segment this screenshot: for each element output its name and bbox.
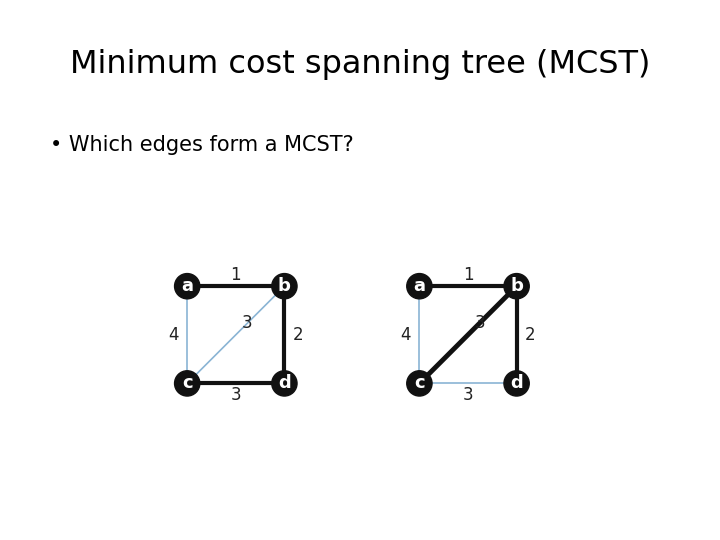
Text: 4: 4 [400, 326, 411, 344]
Circle shape [174, 274, 200, 299]
Text: 3: 3 [242, 314, 253, 332]
Circle shape [407, 274, 432, 299]
Text: 2: 2 [293, 326, 303, 344]
Text: 1: 1 [463, 266, 473, 284]
Text: 2: 2 [525, 326, 536, 344]
Text: 4: 4 [168, 326, 179, 344]
Text: 1: 1 [230, 266, 241, 284]
Circle shape [504, 274, 529, 299]
Text: • Which edges form a MCST?: • Which edges form a MCST? [50, 135, 354, 155]
Circle shape [407, 371, 432, 396]
Text: a: a [181, 277, 193, 295]
Text: c: c [182, 374, 192, 393]
Circle shape [504, 371, 529, 396]
Text: 3: 3 [463, 386, 473, 404]
Text: b: b [510, 277, 523, 295]
Text: c: c [414, 374, 425, 393]
Text: d: d [510, 374, 523, 393]
Circle shape [271, 274, 297, 299]
Text: b: b [278, 277, 291, 295]
Text: Minimum cost spanning tree (MCST): Minimum cost spanning tree (MCST) [70, 49, 650, 79]
Text: a: a [413, 277, 426, 295]
Circle shape [271, 371, 297, 396]
Text: d: d [278, 374, 291, 393]
Text: 3: 3 [474, 314, 485, 332]
Text: 3: 3 [230, 386, 241, 404]
Circle shape [174, 371, 200, 396]
